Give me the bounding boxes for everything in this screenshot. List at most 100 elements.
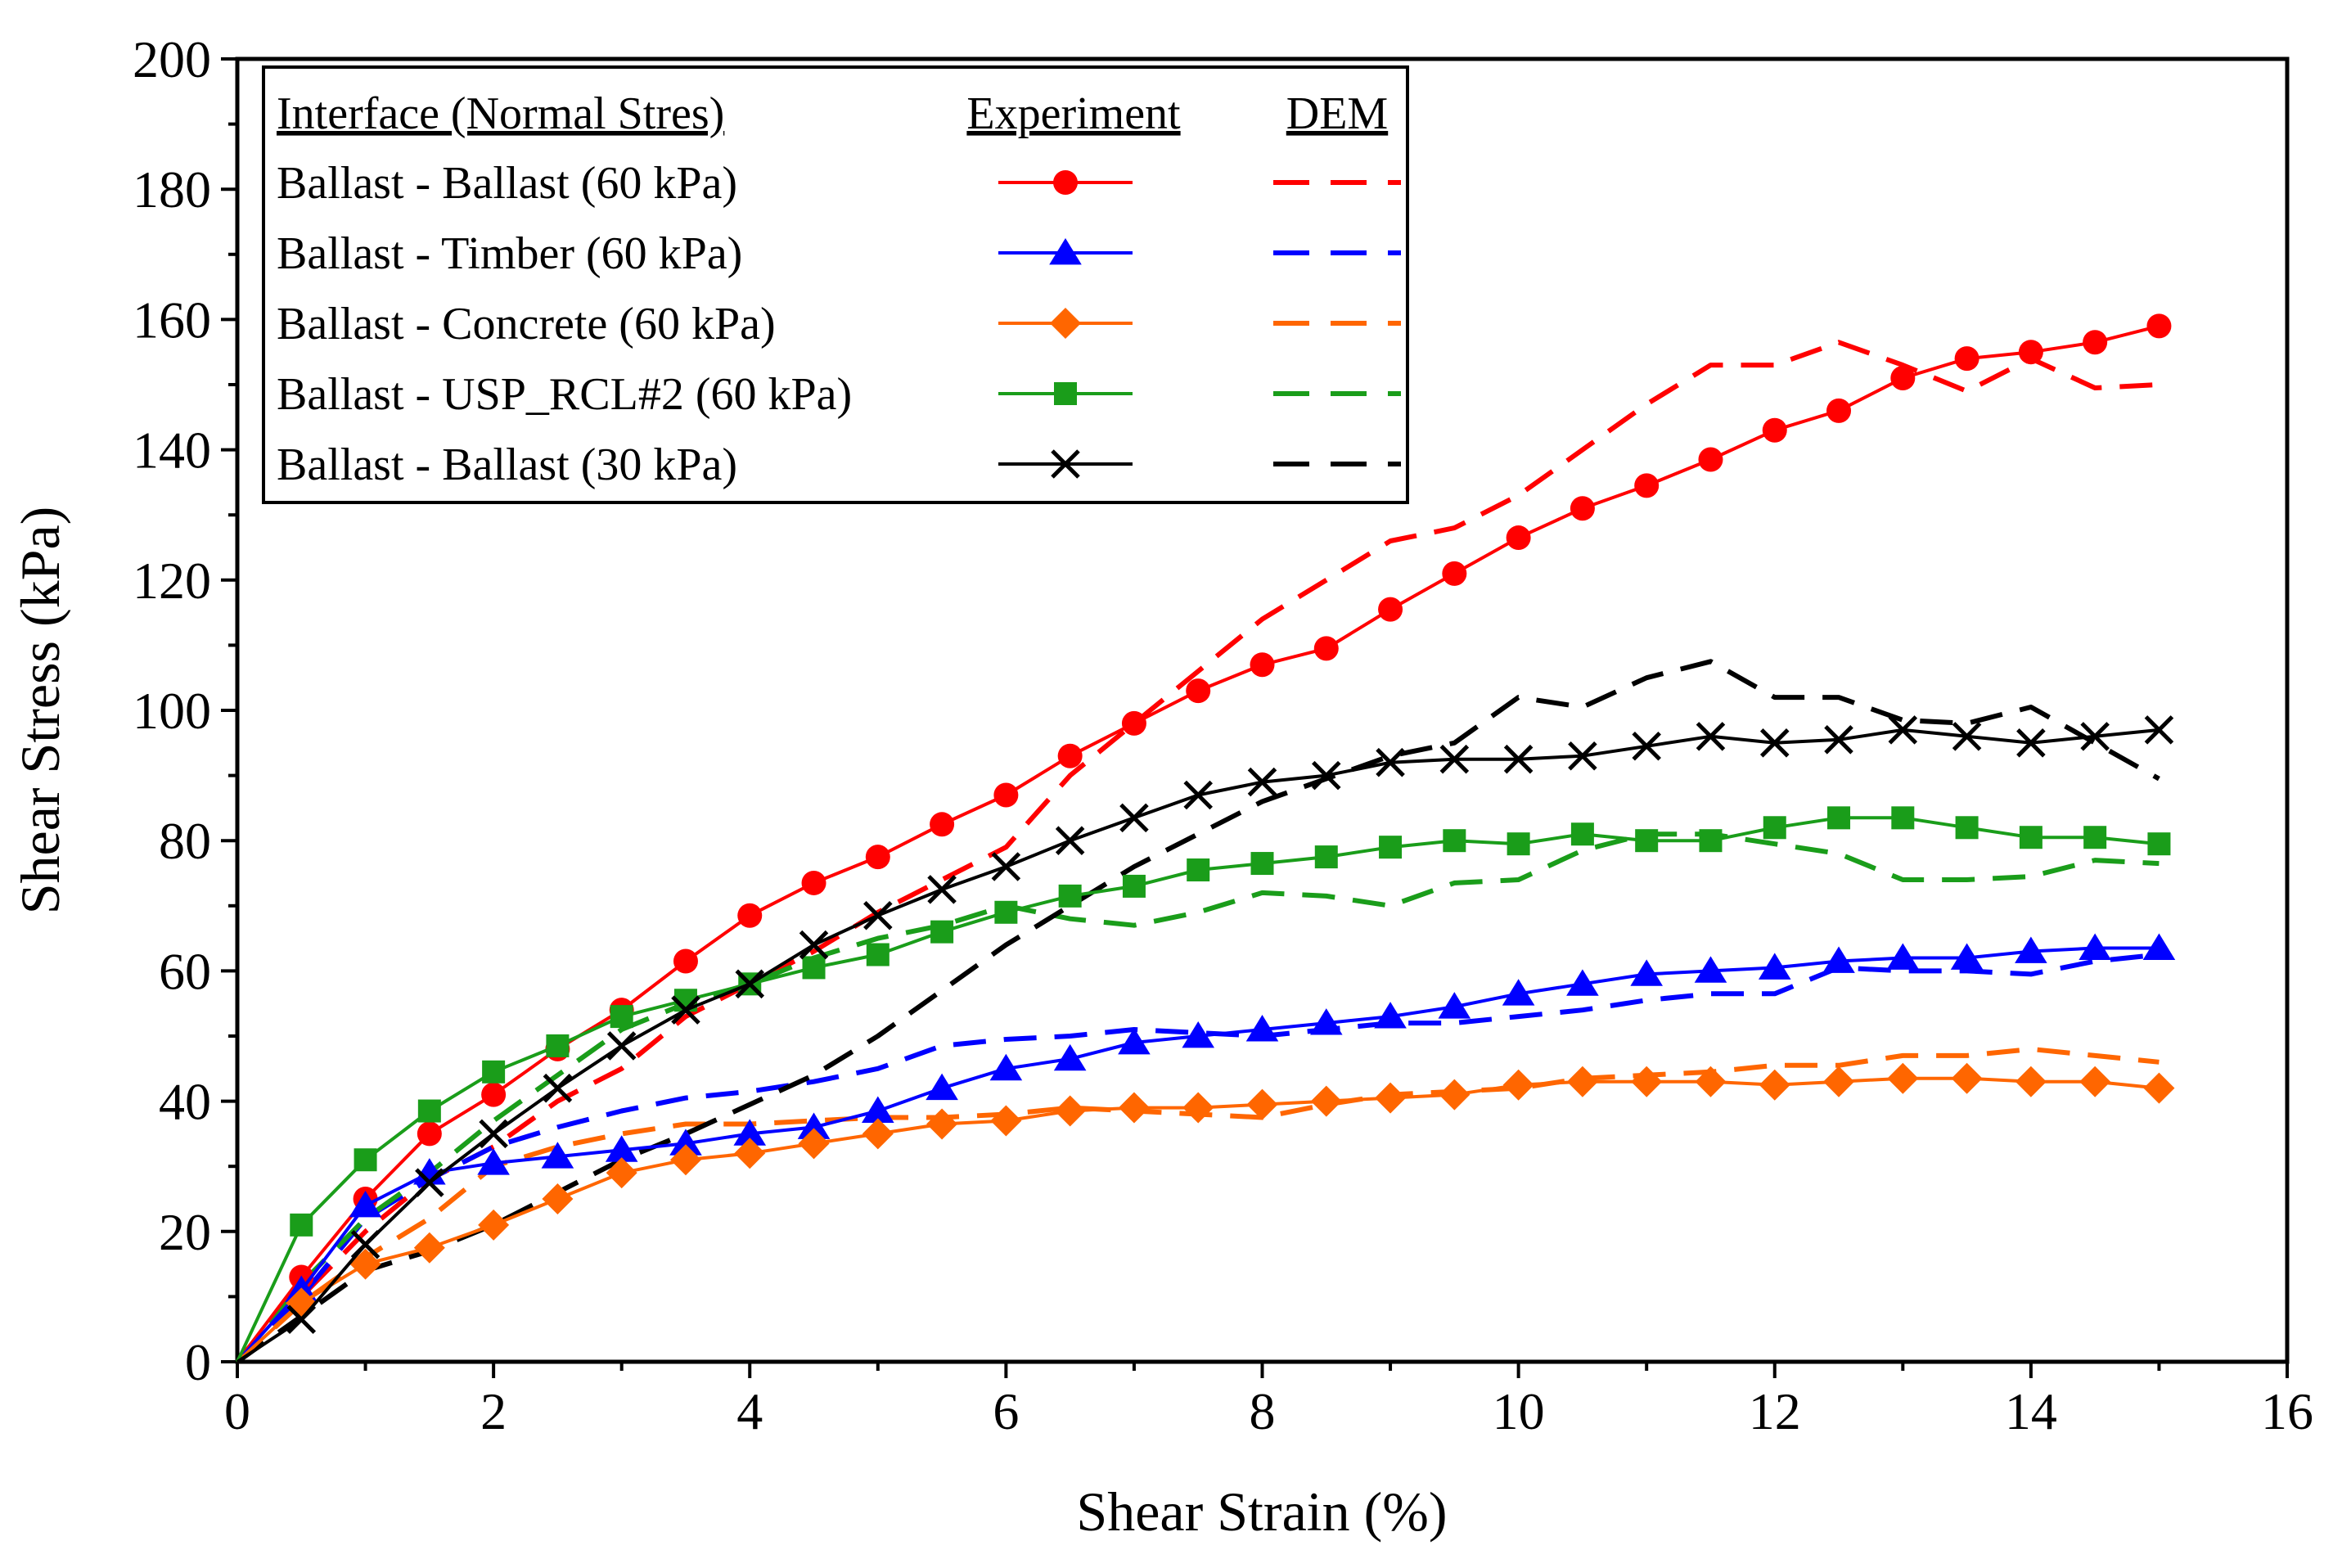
experiment-point [1121,710,1146,736]
experiment-point [669,1129,702,1156]
experiment-point [1314,845,1338,869]
legend-experiment-marker [1053,170,1078,195]
y-tick-label: 180 [133,160,211,219]
y-tick-label: 0 [185,1333,211,1391]
experiment-point [1566,969,1599,996]
experiment-point [1888,715,1918,745]
experiment-point [801,870,826,895]
experiment-point [542,1183,574,1214]
experiment-point [1762,417,1787,443]
experiment-point [1502,979,1535,1006]
experiment-point [993,782,1019,808]
experiment-point [1635,829,1659,853]
experiment-point [802,956,826,980]
experiment-point [2080,722,2110,751]
experiment-point [2142,933,2176,960]
experiment-point [1118,1027,1151,1055]
experiment-point [1438,992,1471,1019]
experiment-point [1187,858,1210,882]
y-tick-label: 60 [159,942,211,1000]
experiment-point [1122,874,1146,898]
y-axis-title: Shear Stress (kPa) [9,507,71,915]
legend-header-interface: Interface (Normal Stres) [277,88,724,139]
experiment-point [2079,933,2111,960]
experiment-point [478,1209,510,1241]
experiment-point [865,845,890,870]
experiment-point [1631,1066,1663,1097]
experiment-point [1250,652,1275,678]
experiment-point [1952,722,1982,751]
experiment-point [1827,806,1851,830]
experiment-point [1570,496,1595,521]
experiment-point [989,1053,1023,1081]
experiment-point [1759,728,1790,758]
x-tick-label: 14 [2005,1382,2057,1440]
y-tick-label: 160 [133,291,211,349]
experiment-point [606,1157,637,1189]
legend: Interface (Normal Stres) Experiment DEM … [262,65,1409,504]
experiment-point [669,1144,701,1176]
x-tick-label: 8 [1250,1382,1276,1440]
experiment-point [1824,725,1853,755]
experiment-point [1186,678,1211,704]
experiment-point [1826,398,1852,423]
experiment-point [1375,1082,1407,1114]
experiment-point [991,852,1021,881]
experiment-point [737,903,763,928]
experiment-point [866,943,890,966]
experiment-point [1439,744,1470,774]
experiment-point [1887,1062,1919,1094]
experiment-point [1506,525,1531,551]
experiment-point [926,1108,958,1140]
experiment-point [610,1005,633,1029]
experiment-point [926,1073,958,1101]
experiment-point [354,1148,377,1172]
legend-box [262,65,1409,504]
experiment-point [1182,1021,1215,1048]
experiment-point [1950,943,1984,970]
dem-line-series-4 [235,831,2160,1363]
experiment-point [1442,561,1467,586]
x-axis-title: Shear Strain (%) [1076,1480,1447,1543]
legend-experiment-marker [1049,238,1082,265]
x-tick-label: 0 [224,1382,250,1440]
experiment-point [1891,806,1915,830]
experiment-point [994,900,1018,924]
experiment-point [1763,816,1786,840]
experiment-point [1055,826,1085,855]
experiment-point [734,1138,766,1169]
legend-label: Ballast - Ballast (60 kPa) [277,158,737,209]
experiment-point [735,969,765,999]
experiment-point [2147,832,2171,856]
experiment-point [1312,760,1341,791]
experiment-point [1058,884,1082,908]
experiment-line-series-4 [236,816,2160,1363]
legend-label: Ballast - Concrete (60 kPa) [277,299,776,349]
dem-line-series-5 [236,659,2160,1364]
experiment-point [862,1118,894,1150]
experiment-point [1054,1095,1086,1127]
experiment-point [1057,743,1083,768]
experiment-point [349,1248,381,1280]
experiment-point [1503,744,1534,774]
experiment-point [1309,1008,1343,1035]
legend-entries: Ballast - Ballast (60 kPa) Ballast - Timb… [277,158,1401,490]
experiment-point [477,1148,510,1175]
experiment-point [1695,1066,1727,1097]
experiment-point [413,1232,445,1264]
experiment-point [479,1119,508,1149]
experiment-point [1951,1062,1983,1094]
legend-experiment-marker [1050,308,1081,339]
y-tick-label: 140 [133,421,211,480]
experiment-point [290,1213,313,1237]
experiment-point [1570,822,1594,846]
experiment-point [482,1060,506,1084]
experiment-point [606,1031,637,1061]
experiment-point [417,1099,441,1123]
experiment-point [1632,732,1661,761]
experiment-point [1502,1069,1534,1101]
experiment-point [798,1128,830,1160]
x-tick-label: 12 [1749,1382,1801,1440]
